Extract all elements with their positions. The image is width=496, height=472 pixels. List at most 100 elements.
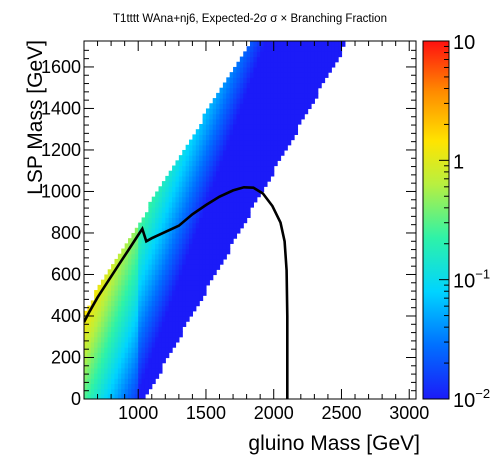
heatmap-bin [246, 139, 251, 146]
heatmap-bin [294, 41, 299, 47]
heatmap-bin [277, 66, 282, 73]
heatmap-bin [233, 149, 238, 156]
heatmap-bin [297, 72, 302, 78]
heatmap-bin [175, 191, 180, 198]
heatmap-bin [256, 98, 261, 104]
heatmap-bin [175, 186, 180, 193]
heatmap-bin [222, 217, 227, 224]
heatmap-bin [87, 373, 92, 379]
heatmap-bin [277, 144, 282, 151]
heatmap-bin [111, 264, 116, 270]
heatmap-bin [121, 373, 126, 379]
heatmap-bin [192, 160, 197, 167]
heatmap-bin [100, 300, 105, 307]
heatmap-bin [97, 305, 102, 312]
heatmap-bin [141, 290, 146, 296]
heatmap-bin [161, 227, 166, 234]
heatmap-bin [111, 347, 116, 353]
heatmap-bin [236, 61, 241, 68]
heatmap-bin [161, 336, 166, 343]
heatmap-bin [212, 98, 217, 104]
heatmap-bin [236, 201, 241, 208]
heatmap-bin [256, 66, 261, 73]
heatmap-bin [314, 61, 319, 68]
heatmap-bin [222, 201, 227, 208]
heatmap-bin [189, 149, 194, 156]
heatmap-bin [172, 175, 177, 182]
heatmap-bin [202, 118, 207, 125]
heatmap-bin [297, 77, 302, 84]
heatmap-bin [90, 336, 95, 343]
heatmap-bin [148, 367, 153, 374]
heatmap-bin [185, 238, 190, 244]
heatmap-bin [124, 279, 129, 286]
heatmap-bin [158, 186, 163, 193]
heatmap-bin [165, 201, 170, 208]
heatmap-bin [94, 315, 99, 322]
heatmap-bin [185, 196, 190, 203]
heatmap-bin [87, 378, 92, 385]
heatmap-bin [189, 155, 194, 161]
heatmap-bin [209, 186, 214, 193]
heatmap-bin [161, 321, 166, 327]
heatmap-bin [226, 124, 231, 130]
heatmap-bin [97, 367, 102, 374]
heatmap-bin [161, 238, 166, 244]
heatmap-bin [151, 300, 156, 307]
heatmap-bin [138, 269, 143, 276]
heatmap-bin [266, 72, 271, 78]
heatmap-bin [327, 66, 332, 73]
heatmap-bin [307, 82, 312, 89]
heatmap-bin [290, 56, 295, 63]
heatmap-bin [222, 160, 227, 167]
heatmap-bin [172, 290, 177, 296]
heatmap-bin [266, 46, 271, 52]
heatmap-bin [158, 362, 163, 369]
heatmap-bin [239, 87, 244, 94]
heatmap-bin [124, 357, 129, 364]
heatmap-bin [161, 284, 166, 291]
heatmap-bin [178, 232, 183, 239]
heatmap-bin [104, 357, 109, 364]
heatmap-bin [128, 315, 133, 322]
heatmap-bin [100, 315, 105, 322]
heatmap-bin [165, 341, 170, 348]
heatmap-bin [151, 238, 156, 244]
heatmap-bin [239, 144, 244, 151]
heatmap-bin [212, 238, 217, 244]
heatmap-bin [178, 321, 183, 327]
heatmap-bin [158, 321, 163, 327]
heatmap-bin [114, 336, 119, 343]
x-tick-label: 3000 [389, 403, 429, 423]
heatmap-bin [151, 373, 156, 379]
heatmap-bin [287, 72, 292, 78]
heatmap-bin [185, 201, 190, 208]
heatmap-bin [165, 258, 170, 265]
heatmap-bin [94, 310, 99, 317]
heatmap-bin [321, 61, 326, 68]
heatmap-bin [256, 61, 261, 68]
heatmap-bin [100, 347, 105, 353]
heatmap-bin [263, 51, 268, 58]
heatmap-bin [192, 191, 197, 198]
heatmap-bin [273, 139, 278, 146]
heatmap-bin [128, 310, 133, 317]
x-tick-label: 2000 [254, 403, 294, 423]
heatmap-bin [165, 186, 170, 193]
heatmap-bin [182, 258, 187, 265]
heatmap-bin [270, 77, 275, 84]
heatmap-bin [256, 124, 261, 130]
heatmap-bin [165, 336, 170, 343]
heatmap-bin [304, 92, 309, 99]
heatmap-bin [266, 103, 271, 110]
heatmap-bin [273, 160, 278, 167]
heatmap-bin [134, 315, 139, 322]
heatmap-bin [229, 113, 234, 120]
heatmap-bin [209, 155, 214, 161]
heatmap-bin [239, 191, 244, 198]
heatmap-bin [97, 341, 102, 348]
heatmap-bin [131, 326, 136, 333]
heatmap-bin [209, 149, 214, 156]
heatmap-bin [124, 321, 129, 327]
heatmap-bin [124, 305, 129, 312]
